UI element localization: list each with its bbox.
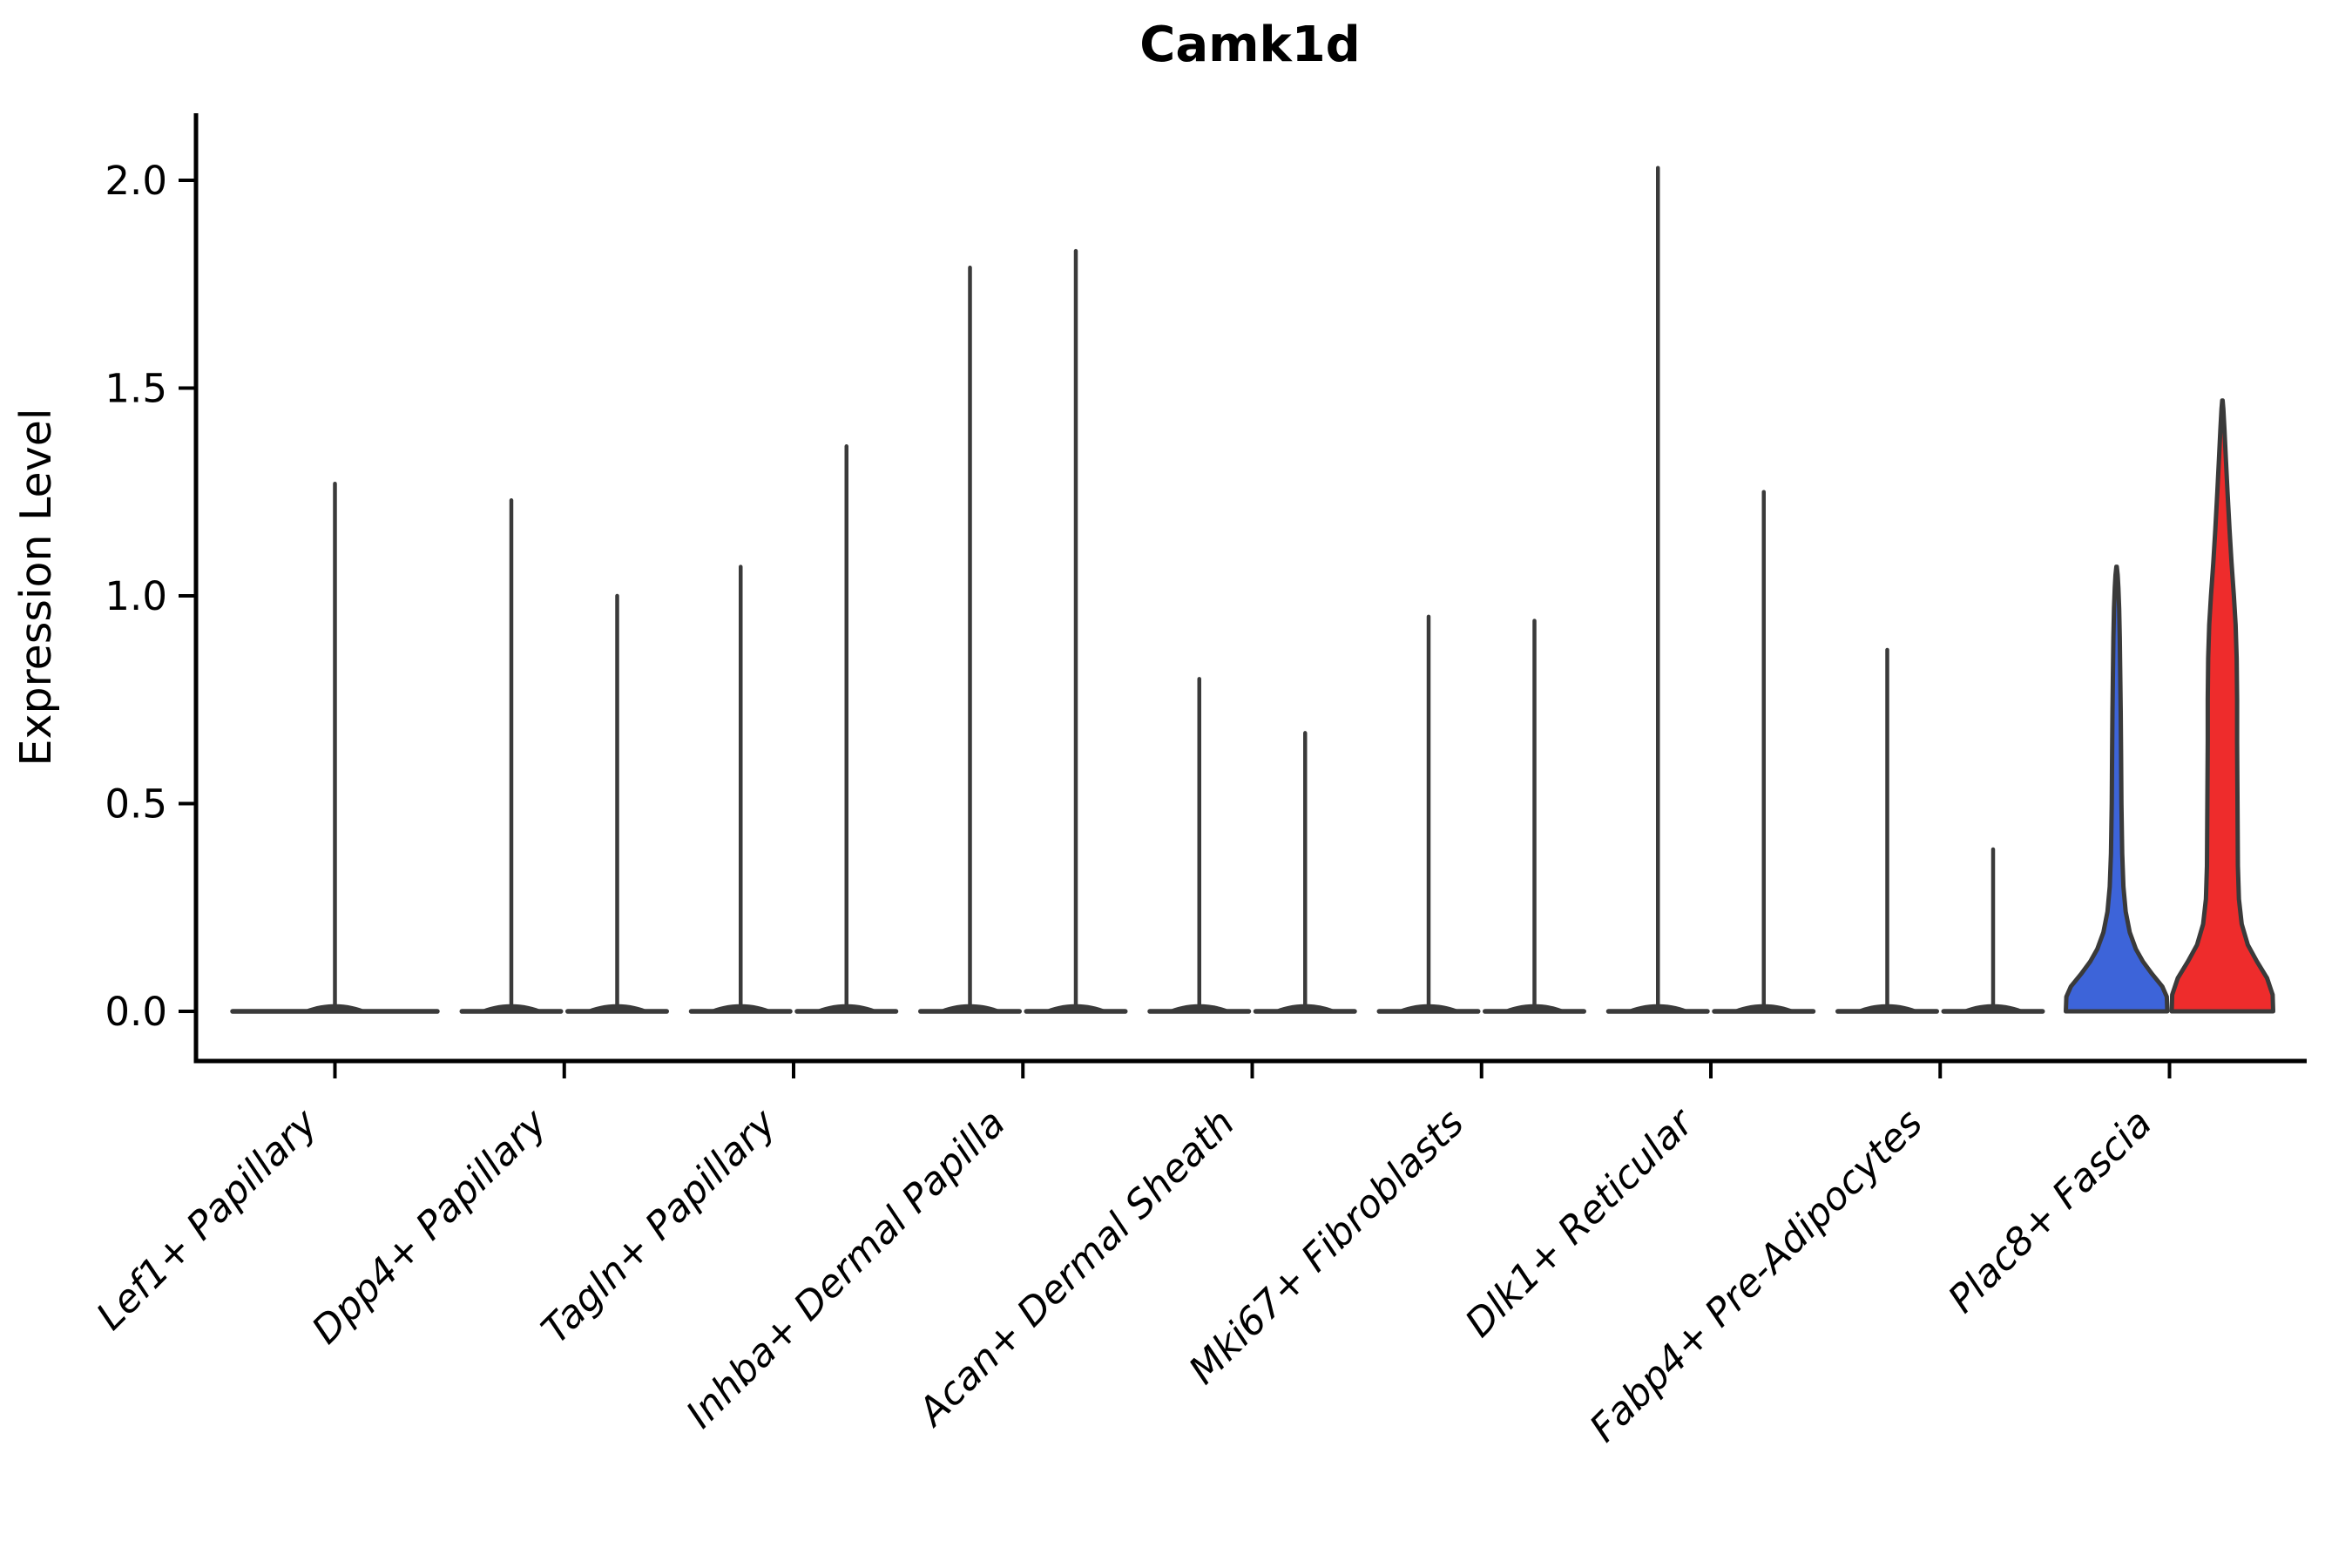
- y-tick-label: 1.0: [105, 573, 167, 619]
- chart-title: Camk1d: [1139, 17, 1361, 73]
- x-tick-label: Tagln+ Papillary: [533, 1100, 785, 1352]
- violins-layer: [230, 166, 2275, 1014]
- x-tick-label: Dpp4+ Papillary: [303, 1100, 556, 1353]
- y-tick-label: 2.0: [105, 158, 167, 204]
- x-tick-label: Dlk1+ Reticular: [1456, 1099, 1703, 1346]
- y-tick-label: 0.0: [105, 989, 167, 1035]
- violin-filled: [2064, 564, 2170, 1014]
- violin-filled: [2169, 398, 2275, 1014]
- y-tick-label: 1.5: [105, 366, 167, 412]
- y-axis-title: Expression Level: [11, 409, 61, 767]
- x-tick-label: Lef1+ Papillary: [88, 1100, 327, 1339]
- x-tick-label: Plac8+ Fascia: [1940, 1101, 2160, 1321]
- y-tick-label: 0.5: [105, 781, 167, 828]
